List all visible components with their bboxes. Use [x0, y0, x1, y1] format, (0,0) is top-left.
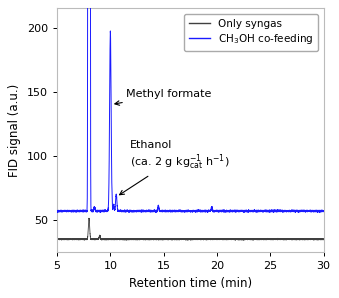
Text: Ethanol
(ca. 2 g kg$_{\mathregular{cat}}^{-1}$ h$^{-1}$): Ethanol (ca. 2 g kg$_{\mathregular{cat}}…	[120, 140, 229, 195]
Text: Methyl formate: Methyl formate	[115, 89, 212, 105]
Y-axis label: FID signal (a.u.): FID signal (a.u.)	[8, 83, 21, 177]
X-axis label: Retention time (min): Retention time (min)	[129, 277, 252, 290]
Legend: Only syngas, CH$_3$OH co-feeding: Only syngas, CH$_3$OH co-feeding	[183, 13, 318, 51]
